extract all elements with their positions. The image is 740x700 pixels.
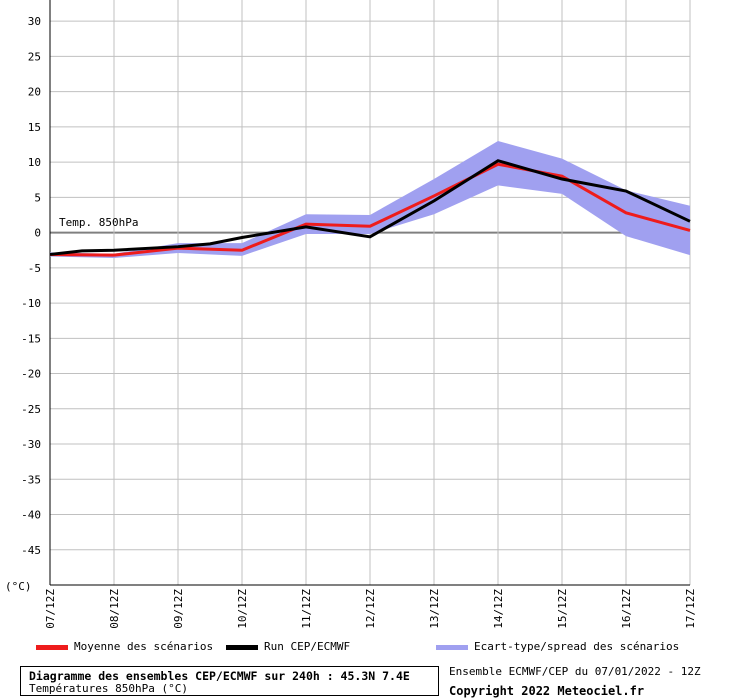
legend-swatch-spread <box>436 644 468 650</box>
copyright: Copyright 2022 Meteociel.fr <box>449 684 645 698</box>
chart-annotation: Temp. 850hPa <box>59 216 138 229</box>
y-tick-label: -20 <box>21 368 41 381</box>
y-tick-label: 10 <box>28 156 41 169</box>
legend-swatch-run <box>226 644 258 650</box>
y-axis-unit-label: (°C) <box>5 580 32 593</box>
x-tick-label: 12/12Z <box>364 589 377 629</box>
x-tick-label: 11/12Z <box>300 589 313 629</box>
y-tick-label: 15 <box>28 121 41 134</box>
x-tick-label: 08/12Z <box>108 589 121 629</box>
legend-item-run: Run CEP/ECMWF <box>226 640 350 653</box>
y-tick-label: 25 <box>28 50 41 63</box>
y-tick-label: 30 <box>28 15 41 28</box>
x-tick-label: 07/12Z <box>44 589 57 629</box>
x-tick-label: 09/12Z <box>172 589 185 629</box>
legend-item-mean: Moyenne des scénarios <box>36 640 213 653</box>
run-info: Ensemble ECMWF/CEP du 07/01/2022 - 12Z <box>449 665 701 678</box>
y-tick-label: 20 <box>28 86 41 99</box>
x-tick-label: 13/12Z <box>428 589 441 629</box>
x-tick-label: 10/12Z <box>236 589 249 629</box>
legend-label-run: Run CEP/ECMWF <box>264 640 351 653</box>
y-tick-label: 5 <box>34 191 41 204</box>
ensemble-chart: 30 25 20 15 10 5 0 -5 -10 -15 -20 -25 -30 -35 -40 -45 0… <box>5 0 697 629</box>
run-line <box>49 159 691 256</box>
y-tick-label: -10 <box>21 297 41 310</box>
y-tick-label: -30 <box>21 438 41 451</box>
y-tick-label: -25 <box>21 403 41 416</box>
series-lines <box>49 159 691 257</box>
y-tick-label: -15 <box>21 332 41 345</box>
x-tick-label: 16/12Z <box>620 589 633 629</box>
x-axis-ticks: 07/12Z 08/12Z 09/12Z 10/12Z 11/12Z 12/12Z 13/1… <box>44 589 697 629</box>
x-tick-label: 14/12Z <box>492 589 505 629</box>
chart-title: Diagramme des ensembles CEP/ECMWF sur 24… <box>29 669 410 683</box>
x-tick-label: 17/12Z <box>684 589 697 629</box>
legend-swatch-mean <box>36 644 68 650</box>
chart-subtitle: Températures 850hPa (°C) <box>29 682 188 695</box>
x-tick-label: 15/12Z <box>556 589 569 629</box>
y-tick-label: -35 <box>21 473 41 486</box>
chart-grid <box>49 0 691 586</box>
y-tick-label: -40 <box>21 509 41 522</box>
legend-label-mean: Moyenne des scénarios <box>74 640 214 653</box>
chart-title-box: Diagramme des ensembles CEP/ECMWF sur 24… <box>20 666 439 696</box>
legend-label-spread: Ecart-type/spread des scénarios <box>474 640 680 653</box>
y-tick-label: -45 <box>21 544 41 557</box>
y-axis-ticks: 30 25 20 15 10 5 0 -5 -10 -15 -20 -25 -30 -35 -40 -45 <box>21 15 41 557</box>
y-tick-label: -5 <box>28 262 41 275</box>
y-tick-label: 0 <box>34 227 41 240</box>
mean-line <box>49 162 691 257</box>
legend-item-spread: Ecart-type/spread des scénarios <box>436 640 679 653</box>
